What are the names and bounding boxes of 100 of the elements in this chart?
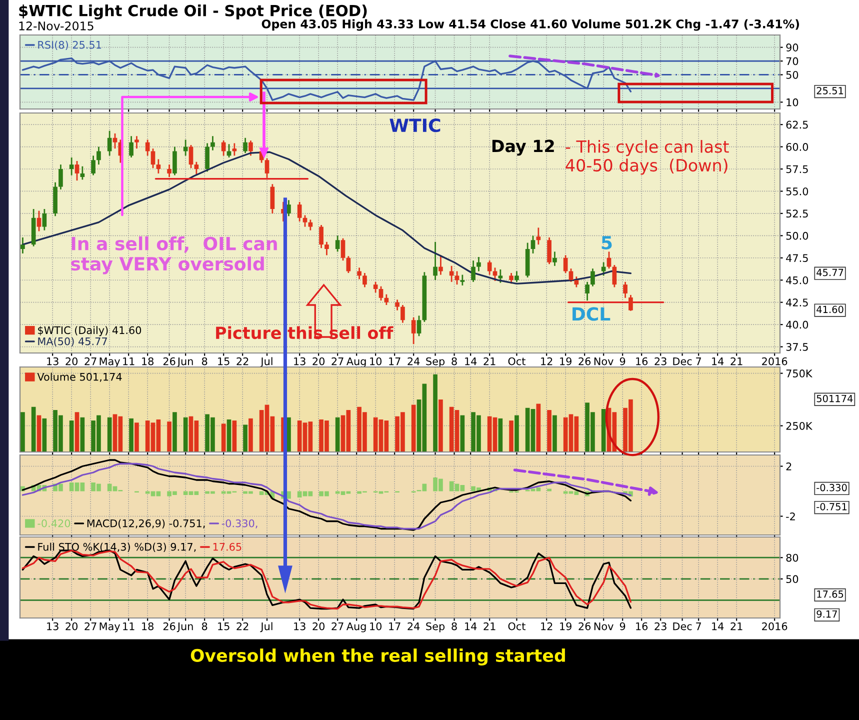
text: 17.65: [817, 590, 844, 598]
x-tick-label: Jun: [176, 357, 193, 368]
x-tick-label: 24: [408, 357, 420, 366]
x-tick-label: Dec: [673, 357, 692, 366]
x-tick-label: 26: [163, 357, 176, 366]
x-tick-label: 14: [712, 622, 724, 630]
x-tick-label: 21: [730, 357, 742, 366]
x-tick-label: Nov: [594, 622, 614, 630]
x-tick-label: 20: [312, 357, 325, 366]
y-tick-label: 50.0: [786, 232, 808, 240]
y-tick-label: 50: [786, 575, 798, 584]
y-tick-label: 10: [786, 98, 798, 106]
y-tick-label: 47.5: [786, 254, 808, 262]
x-tick-label: 22: [236, 357, 248, 366]
y-tick-label: 250K: [786, 422, 812, 430]
x-tick-label: 21: [484, 357, 496, 366]
y-tick-label: 45.0: [786, 276, 808, 284]
y-tick-label: 62.5: [786, 120, 808, 129]
legend-label: $WTIC (Daily) 41.60: [38, 326, 142, 336]
x-tick-label: 2016: [762, 357, 788, 366]
x-tick-label: 11: [123, 622, 134, 630]
x-tick-label: 8: [202, 622, 208, 630]
y-tick-label: 90: [786, 44, 798, 52]
y-tick-label: 42.5: [786, 298, 808, 306]
x-tick-label: 24: [408, 622, 420, 630]
x-tick-label: 10: [370, 357, 382, 366]
legend-label: -0.420: [38, 519, 70, 528]
x-tick-label: 27: [84, 357, 96, 366]
x-tick-label: 23: [654, 622, 666, 630]
x-tick-label: Jul: [260, 357, 272, 368]
y-tick-label: 70: [786, 57, 798, 66]
x-tick-label: 13: [294, 357, 306, 366]
x-tick-label: 22: [236, 622, 248, 630]
x-tick-label: 27: [332, 357, 344, 366]
x-tick-label: 21: [484, 622, 496, 630]
x-tick-label: 19: [560, 357, 572, 366]
x-tick-label: 9: [620, 622, 626, 630]
text: 501174: [816, 394, 853, 402]
y-tick-label: 80: [786, 554, 798, 562]
text: Volume 501,174: [37, 372, 122, 382]
text: -0.330: [816, 484, 847, 492]
x-tick-label: 27: [84, 622, 96, 630]
y-tick-label: -2: [786, 512, 795, 520]
x-tick-label: 26: [578, 622, 591, 630]
y-tick-label: 55.0: [786, 187, 808, 196]
x-tick-label: 26: [578, 357, 591, 366]
x-tick-label: 18: [142, 357, 154, 366]
text: -0.751: [816, 503, 847, 510]
y-tick-label: 2: [786, 462, 792, 470]
x-tick-label: 16: [636, 622, 648, 630]
x-tick-label: 13: [47, 622, 58, 630]
x-tick-label: 9: [620, 357, 626, 366]
x-tick-label: May: [100, 622, 120, 632]
x-tick-label: 13: [47, 357, 58, 366]
text: 25.51: [816, 87, 844, 94]
x-tick-label: 21: [730, 622, 742, 630]
x-tick-label: 14: [465, 622, 477, 630]
legend-label: MA(50) 45.77: [38, 337, 107, 346]
x-tick-label: Oct: [508, 357, 526, 366]
x-tick-label: May: [100, 357, 120, 368]
annotation: In a sell off, OIL can stay VERY oversold: [71, 236, 277, 274]
text: 9.17: [816, 610, 837, 618]
x-tick-label: 20: [66, 357, 78, 366]
y-tick-label: 50: [786, 70, 798, 79]
x-tick-label: 11: [123, 357, 134, 366]
x-tick-label: 12: [541, 622, 552, 630]
y-tick-label: 57.5: [786, 165, 808, 174]
x-tick-label: 26: [163, 622, 176, 630]
annotation: 5: [602, 236, 612, 250]
x-tick-label: 20: [66, 622, 78, 630]
legend-label: MACD(12,26,9) -0.751,: [87, 519, 205, 528]
x-tick-label: Sep: [426, 622, 445, 632]
x-tick-label: 18: [142, 622, 154, 630]
text: 45.77: [816, 268, 844, 276]
annotation: DCL: [572, 307, 610, 321]
x-tick-label: 7: [696, 622, 701, 630]
x-tick-label: 8: [452, 622, 457, 630]
legend-label: 17.65: [213, 542, 242, 551]
chart-title: $WTIC Light Crude Oil - Spot Price (EOD): [19, 4, 367, 20]
y-tick-label: 37.5: [786, 343, 808, 351]
x-tick-label: 20: [312, 622, 325, 630]
text: Oversold when the real selling started: [190, 648, 565, 666]
x-tick-label: Nov: [594, 357, 614, 366]
x-tick-label: Aug: [346, 622, 366, 632]
x-tick-label: 8: [202, 357, 208, 366]
x-tick-label: 17: [389, 357, 400, 366]
y-tick-label: 750K: [786, 370, 812, 378]
x-tick-label: 14: [712, 357, 724, 366]
x-tick-label: Dec: [673, 622, 692, 630]
x-tick-label: 17: [389, 622, 400, 630]
chart-subtitle: 12-Nov-2015: [19, 21, 94, 30]
x-tick-label: Oct: [508, 622, 526, 630]
annotation: - This cycle can last 40-50 days (Down): [566, 140, 729, 175]
annotation: Day 12: [492, 140, 554, 156]
x-tick-label: 15: [218, 357, 230, 366]
x-tick-label: 27: [332, 622, 344, 630]
text: Open 43.05 High 43.33 Low 41.54 Close 41.60 Volume 501.2K Chg -1.47 (-3.41%): [262, 19, 799, 31]
text: 41.60: [816, 306, 844, 314]
x-tick-label: 12: [541, 357, 552, 366]
x-tick-label: Jul: [260, 622, 272, 632]
